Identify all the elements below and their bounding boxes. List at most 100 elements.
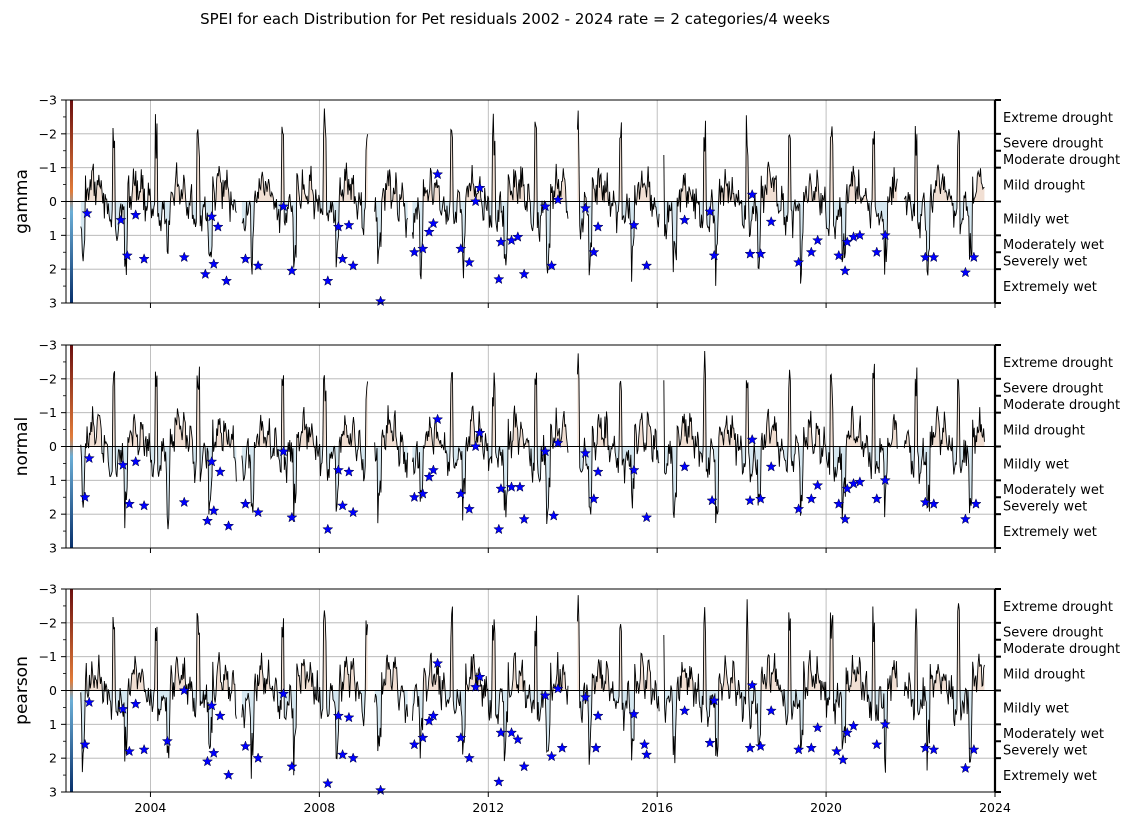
y-tick-label: 0 <box>49 439 57 454</box>
event-marker <box>959 266 972 278</box>
event-marker <box>588 246 600 258</box>
drought-fill <box>904 367 985 447</box>
event-marker <box>374 295 387 307</box>
y-tick-label: 1 <box>49 473 57 488</box>
event-marker <box>928 743 940 755</box>
event-marker <box>704 205 716 217</box>
event-marker <box>831 745 843 757</box>
category-label: Severely wet <box>1003 744 1087 759</box>
category-label: Mild drought <box>1003 424 1085 439</box>
category-label: Extremely wet <box>1003 280 1097 295</box>
event-marker <box>277 445 290 457</box>
event-marker <box>423 226 435 237</box>
category-label: Moderate drought <box>1003 398 1120 413</box>
event-marker <box>746 679 758 691</box>
spei-line <box>374 169 409 264</box>
event-marker <box>374 784 387 796</box>
event-marker <box>854 476 866 487</box>
event-marker <box>765 704 777 716</box>
event-marker <box>322 777 334 789</box>
y-tick-label: −3 <box>39 93 57 108</box>
event-marker <box>579 691 592 703</box>
category-label: Mildly wet <box>1003 457 1069 472</box>
event-marker <box>871 493 883 504</box>
drought-fill <box>663 599 898 691</box>
spei-line <box>80 366 237 530</box>
category-label: Extreme drought <box>1003 600 1113 615</box>
figure-title: SPEI for each Distribution for Pet resid… <box>200 10 830 28</box>
event-marker <box>793 743 805 755</box>
event-marker <box>928 251 940 263</box>
event-marker <box>423 715 435 726</box>
event-marker <box>679 460 691 472</box>
event-marker <box>746 188 758 200</box>
y-axis-label: pearson <box>12 656 32 725</box>
event-marker <box>206 699 218 711</box>
event-marker <box>493 775 505 787</box>
event-marker <box>138 499 150 511</box>
event-marker <box>469 440 482 452</box>
event-marker <box>518 760 530 772</box>
event-marker <box>512 231 524 242</box>
event-marker <box>201 755 214 767</box>
event-marker <box>833 249 845 261</box>
category-label: Mildly wet <box>1003 212 1069 227</box>
y-tick-label: −3 <box>39 582 57 597</box>
event-marker <box>552 682 564 694</box>
event-marker <box>545 259 558 271</box>
event-marker <box>336 253 349 264</box>
event-marker <box>286 760 298 772</box>
y-tick-label: 0 <box>49 683 57 698</box>
category-label: Severely wet <box>1003 500 1087 515</box>
category-label: Mild drought <box>1003 668 1085 683</box>
event-marker <box>130 698 142 709</box>
event-marker <box>117 459 129 470</box>
event-marker <box>545 750 558 762</box>
x-tick-label: 2016 <box>641 800 673 815</box>
event-marker <box>744 742 756 753</box>
y-tick-label: −1 <box>39 405 57 420</box>
wet-fill <box>80 446 237 530</box>
x-tick-label: 2008 <box>303 800 335 815</box>
event-marker <box>463 752 475 763</box>
event-marker <box>588 493 600 504</box>
event-marker <box>495 482 507 494</box>
event-marker <box>286 264 298 276</box>
event-marker <box>847 720 860 731</box>
event-marker <box>968 743 980 755</box>
drought-fill <box>663 115 898 202</box>
event-marker <box>579 447 592 459</box>
spei-line <box>576 110 660 282</box>
event-marker <box>970 498 982 509</box>
event-marker <box>201 515 214 526</box>
event-marker <box>336 748 349 760</box>
event-marker <box>239 253 252 264</box>
spei-line <box>663 351 898 524</box>
category-label: Extremely wet <box>1003 525 1097 540</box>
event-marker <box>286 511 298 523</box>
y-tick-label: 0 <box>49 194 57 209</box>
event-marker <box>539 200 551 212</box>
spei-line <box>241 108 369 275</box>
wet-fill <box>663 201 898 286</box>
y-tick-label: 2 <box>49 262 57 277</box>
event-marker <box>222 769 235 780</box>
event-marker <box>704 737 716 748</box>
spei-line <box>663 599 898 773</box>
y-tick-label: −3 <box>39 338 57 353</box>
event-marker <box>641 748 653 760</box>
event-marker <box>744 248 756 259</box>
event-marker <box>206 210 218 222</box>
event-marker <box>708 694 720 706</box>
event-marker <box>793 256 805 268</box>
wet-fill <box>241 690 368 779</box>
y-axis-label: gamma <box>12 169 32 234</box>
category-label: Mildly wet <box>1003 701 1069 716</box>
event-marker <box>347 752 359 763</box>
category-label: Extremely wet <box>1003 769 1097 784</box>
spei-line <box>576 353 660 515</box>
event-marker <box>590 742 602 753</box>
y-tick-label: −1 <box>39 649 57 664</box>
event-marker <box>208 258 220 269</box>
